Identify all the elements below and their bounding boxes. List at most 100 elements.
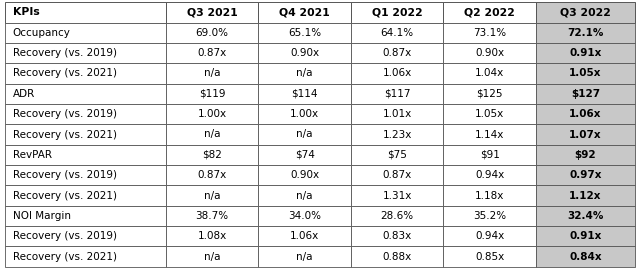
Bar (536, 165, 635, 185)
Bar (259, 246, 351, 267)
Bar (351, 124, 444, 145)
Text: ADR: ADR (13, 89, 35, 99)
Bar (351, 165, 444, 185)
Bar (444, 124, 536, 145)
Bar (259, 124, 351, 145)
Bar (444, 246, 536, 267)
Bar (166, 43, 259, 63)
Bar (444, 63, 536, 84)
Text: Recovery (vs. 2021): Recovery (vs. 2021) (13, 252, 116, 262)
Text: KPIs: KPIs (13, 7, 40, 17)
Bar (536, 124, 635, 145)
Text: 0.84x: 0.84x (569, 252, 602, 262)
Bar (259, 145, 351, 165)
Text: n/a: n/a (204, 190, 220, 201)
Text: 0.94x: 0.94x (475, 170, 504, 180)
Text: 0.85x: 0.85x (475, 252, 504, 262)
Text: $119: $119 (199, 89, 225, 99)
Bar (5, 43, 166, 63)
Bar (444, 226, 536, 246)
Text: $125: $125 (476, 89, 503, 99)
Bar (444, 145, 536, 165)
Bar (259, 63, 351, 84)
Bar (5, 185, 166, 206)
Bar (5, 124, 166, 145)
Bar (166, 206, 259, 226)
Bar (5, 246, 166, 267)
Bar (351, 206, 444, 226)
Text: 0.87x: 0.87x (197, 170, 227, 180)
Bar (444, 2, 536, 23)
Text: n/a: n/a (296, 68, 313, 79)
Text: 34.0%: 34.0% (288, 211, 321, 221)
Bar (5, 226, 166, 246)
Text: 1.04x: 1.04x (475, 68, 504, 79)
Text: 0.88x: 0.88x (383, 252, 412, 262)
Bar (259, 104, 351, 124)
Text: 1.01x: 1.01x (383, 109, 412, 119)
Text: $117: $117 (384, 89, 410, 99)
Text: n/a: n/a (204, 129, 220, 140)
Text: Occupancy: Occupancy (13, 28, 70, 38)
Bar (444, 43, 536, 63)
Text: $92: $92 (575, 150, 596, 160)
Text: 0.91x: 0.91x (569, 231, 602, 241)
Bar (444, 104, 536, 124)
Text: 0.90x: 0.90x (290, 48, 319, 58)
Bar (536, 206, 635, 226)
Text: 0.91x: 0.91x (569, 48, 602, 58)
Text: 0.87x: 0.87x (383, 48, 412, 58)
Text: $127: $127 (571, 89, 600, 99)
Text: 1.14x: 1.14x (475, 129, 504, 140)
Bar (259, 23, 351, 43)
Bar (351, 43, 444, 63)
Bar (166, 63, 259, 84)
Text: Recovery (vs. 2021): Recovery (vs. 2021) (13, 68, 116, 79)
Bar (444, 165, 536, 185)
Text: 72.1%: 72.1% (567, 28, 604, 38)
Text: Recovery (vs. 2021): Recovery (vs. 2021) (13, 190, 116, 201)
Text: n/a: n/a (296, 252, 313, 262)
Text: n/a: n/a (204, 68, 220, 79)
Text: Recovery (vs. 2019): Recovery (vs. 2019) (13, 231, 116, 241)
Bar (351, 246, 444, 267)
Bar (166, 145, 259, 165)
Bar (166, 104, 259, 124)
Text: 0.83x: 0.83x (383, 231, 412, 241)
Text: $82: $82 (202, 150, 222, 160)
Bar (5, 165, 166, 185)
Text: RevPAR: RevPAR (13, 150, 52, 160)
Text: 38.7%: 38.7% (195, 211, 228, 221)
Text: n/a: n/a (296, 190, 313, 201)
Bar (259, 185, 351, 206)
Bar (166, 165, 259, 185)
Bar (5, 84, 166, 104)
Bar (536, 185, 635, 206)
Text: 1.06x: 1.06x (383, 68, 412, 79)
Text: Recovery (vs. 2019): Recovery (vs. 2019) (13, 48, 116, 58)
Text: Q4 2021: Q4 2021 (279, 7, 330, 17)
Text: 1.08x: 1.08x (197, 231, 227, 241)
Bar (166, 226, 259, 246)
Text: 0.87x: 0.87x (383, 170, 412, 180)
Text: Q3 2022: Q3 2022 (560, 7, 611, 17)
Text: Q1 2022: Q1 2022 (372, 7, 422, 17)
Bar (536, 246, 635, 267)
Bar (166, 23, 259, 43)
Text: Q3 2021: Q3 2021 (187, 7, 237, 17)
Text: Recovery (vs. 2021): Recovery (vs. 2021) (13, 129, 116, 140)
Text: 1.31x: 1.31x (383, 190, 412, 201)
Bar (536, 2, 635, 23)
Bar (536, 104, 635, 124)
Text: $91: $91 (480, 150, 500, 160)
Bar (259, 165, 351, 185)
Text: 1.05x: 1.05x (569, 68, 602, 79)
Text: 64.1%: 64.1% (381, 28, 413, 38)
Bar (5, 23, 166, 43)
Bar (444, 185, 536, 206)
Text: 1.00x: 1.00x (290, 109, 319, 119)
Bar (5, 2, 166, 23)
Text: 0.90x: 0.90x (290, 170, 319, 180)
Text: 1.12x: 1.12x (569, 190, 602, 201)
Text: 1.23x: 1.23x (383, 129, 412, 140)
